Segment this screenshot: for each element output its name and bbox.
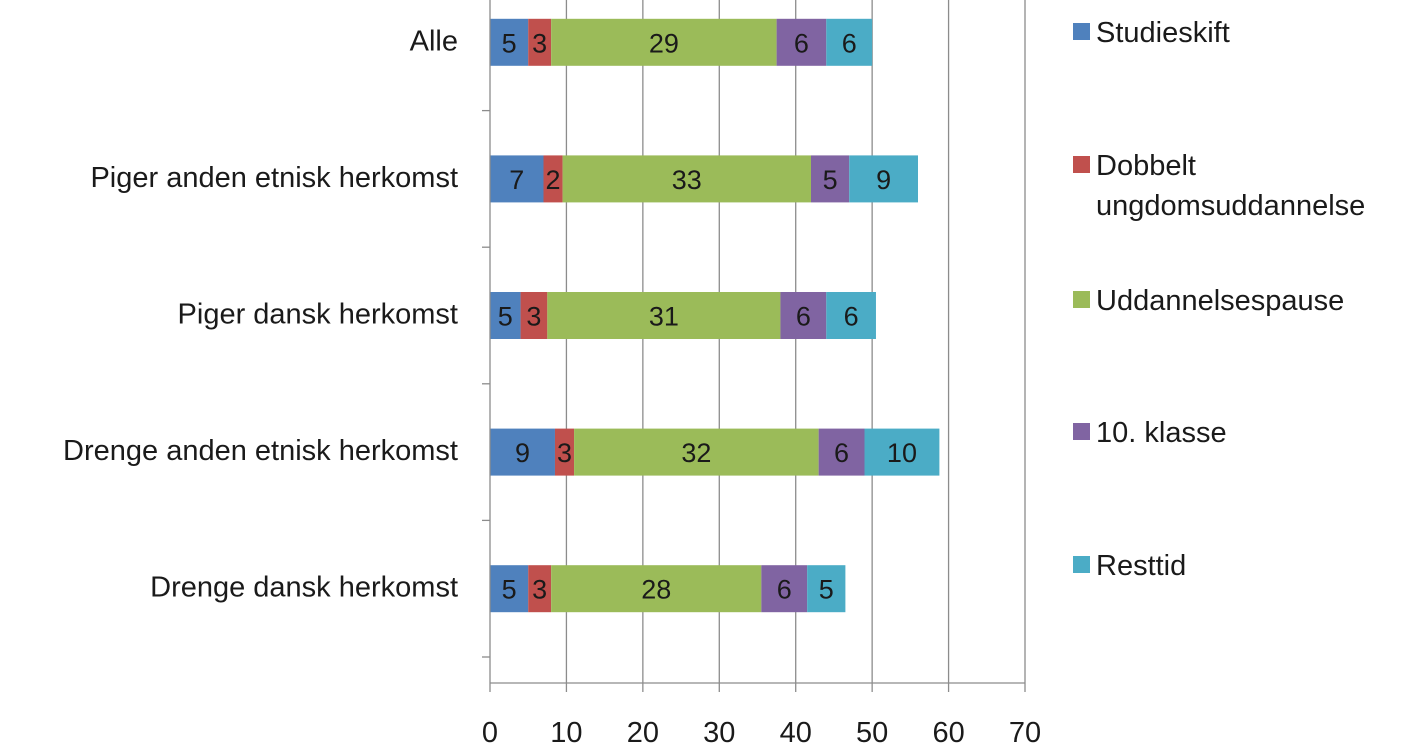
category-label: Piger dansk herkomst bbox=[178, 299, 458, 331]
data-label: 28 bbox=[641, 575, 671, 605]
data-label: 31 bbox=[649, 302, 679, 332]
legend-swatch bbox=[1073, 23, 1090, 40]
x-tick-label: 30 bbox=[703, 717, 735, 749]
legend-label: Dobbelt ungdomsuddannelse bbox=[1096, 150, 1365, 222]
data-label: 9 bbox=[515, 438, 530, 468]
bar-segment bbox=[818, 428, 865, 476]
x-tick-label: 20 bbox=[627, 717, 659, 749]
x-tick-label: 40 bbox=[780, 717, 812, 749]
x-tick-label: 50 bbox=[856, 717, 888, 749]
data-label: 3 bbox=[532, 575, 547, 605]
bar-segment bbox=[826, 18, 873, 66]
category-label: Drenge dansk herkomst bbox=[150, 572, 458, 604]
data-label: 6 bbox=[842, 28, 857, 58]
legend-label: 10. klasse bbox=[1096, 417, 1227, 449]
x-tick-label: 70 bbox=[1009, 717, 1041, 749]
bar-segment bbox=[776, 18, 827, 66]
bar-segment bbox=[780, 292, 827, 339]
bar-segment bbox=[490, 428, 555, 476]
data-label: 9 bbox=[876, 165, 891, 195]
data-label: 6 bbox=[794, 28, 809, 58]
bar-segment bbox=[490, 155, 544, 203]
bar-segment bbox=[490, 292, 521, 339]
x-tick-label: 10 bbox=[550, 717, 582, 749]
bar-segment bbox=[864, 428, 940, 476]
data-label: 3 bbox=[526, 302, 541, 332]
data-label: 5 bbox=[502, 28, 517, 58]
legend-label: Studieskift bbox=[1096, 17, 1230, 49]
bar-segment bbox=[554, 428, 575, 476]
data-label: 6 bbox=[844, 302, 859, 332]
data-label: 5 bbox=[498, 302, 513, 332]
bar-segment bbox=[761, 565, 808, 613]
data-label: 3 bbox=[557, 438, 572, 468]
data-label: 2 bbox=[546, 165, 561, 195]
legend-swatch bbox=[1073, 423, 1090, 440]
bar-segment bbox=[849, 155, 918, 203]
data-label: 6 bbox=[796, 302, 811, 332]
bar-segment bbox=[574, 428, 819, 476]
data-label: 6 bbox=[777, 575, 792, 605]
legend: Studieskift Dobbelt ungdomsuddannelse Uddan… bbox=[1073, 17, 1365, 582]
data-label: 10 bbox=[887, 438, 917, 468]
bar-segment bbox=[543, 155, 563, 203]
bar-segment bbox=[520, 292, 548, 339]
data-label: 29 bbox=[649, 28, 679, 58]
legend-swatch bbox=[1073, 291, 1090, 308]
category-label: Alle bbox=[410, 25, 458, 57]
tick-labels: 0 10 20 30 40 50 60 70 bbox=[482, 717, 1041, 749]
data-label: 5 bbox=[819, 575, 834, 605]
legend-swatch bbox=[1073, 556, 1090, 573]
bar-segment bbox=[811, 155, 850, 203]
data-label: 32 bbox=[681, 438, 711, 468]
category-label: Drenge anden etnisk herkomst bbox=[63, 435, 458, 467]
bar-segment bbox=[528, 18, 552, 66]
legend-label: Uddannelsespause bbox=[1096, 285, 1344, 317]
category-label: Piger anden etnisk herkomst bbox=[90, 162, 458, 194]
data-label: 6 bbox=[834, 438, 849, 468]
data-label: 5 bbox=[502, 575, 517, 605]
bar-segment bbox=[490, 18, 529, 66]
category-labels: Alle Piger anden etnisk herkomst Piger dan… bbox=[63, 25, 458, 603]
legend-label: Resttid bbox=[1096, 550, 1186, 582]
x-tick-label: 0 bbox=[482, 717, 498, 749]
legend-swatch bbox=[1073, 156, 1090, 173]
bar-segment bbox=[551, 18, 777, 66]
bar-segment bbox=[551, 565, 762, 613]
axes bbox=[482, 0, 1026, 692]
bar-segment bbox=[807, 565, 846, 613]
data-label: 3 bbox=[532, 28, 547, 58]
bar-segment bbox=[490, 565, 529, 613]
bar-segment bbox=[562, 155, 811, 203]
data-label: 5 bbox=[823, 165, 838, 195]
data-label: 7 bbox=[509, 165, 524, 195]
data-label: 33 bbox=[672, 165, 702, 195]
bar-segment bbox=[528, 565, 552, 613]
x-tick-label: 60 bbox=[932, 717, 964, 749]
bar-segments bbox=[490, 18, 940, 613]
bar-segment bbox=[826, 292, 876, 339]
gridlines bbox=[565, 0, 1026, 683]
data-labels: 5 3 29 6 67 2 33 5 95 3 31 6 69 3 32 6 105 3 28 6 5 bbox=[498, 28, 917, 604]
bar-segment bbox=[547, 292, 781, 339]
